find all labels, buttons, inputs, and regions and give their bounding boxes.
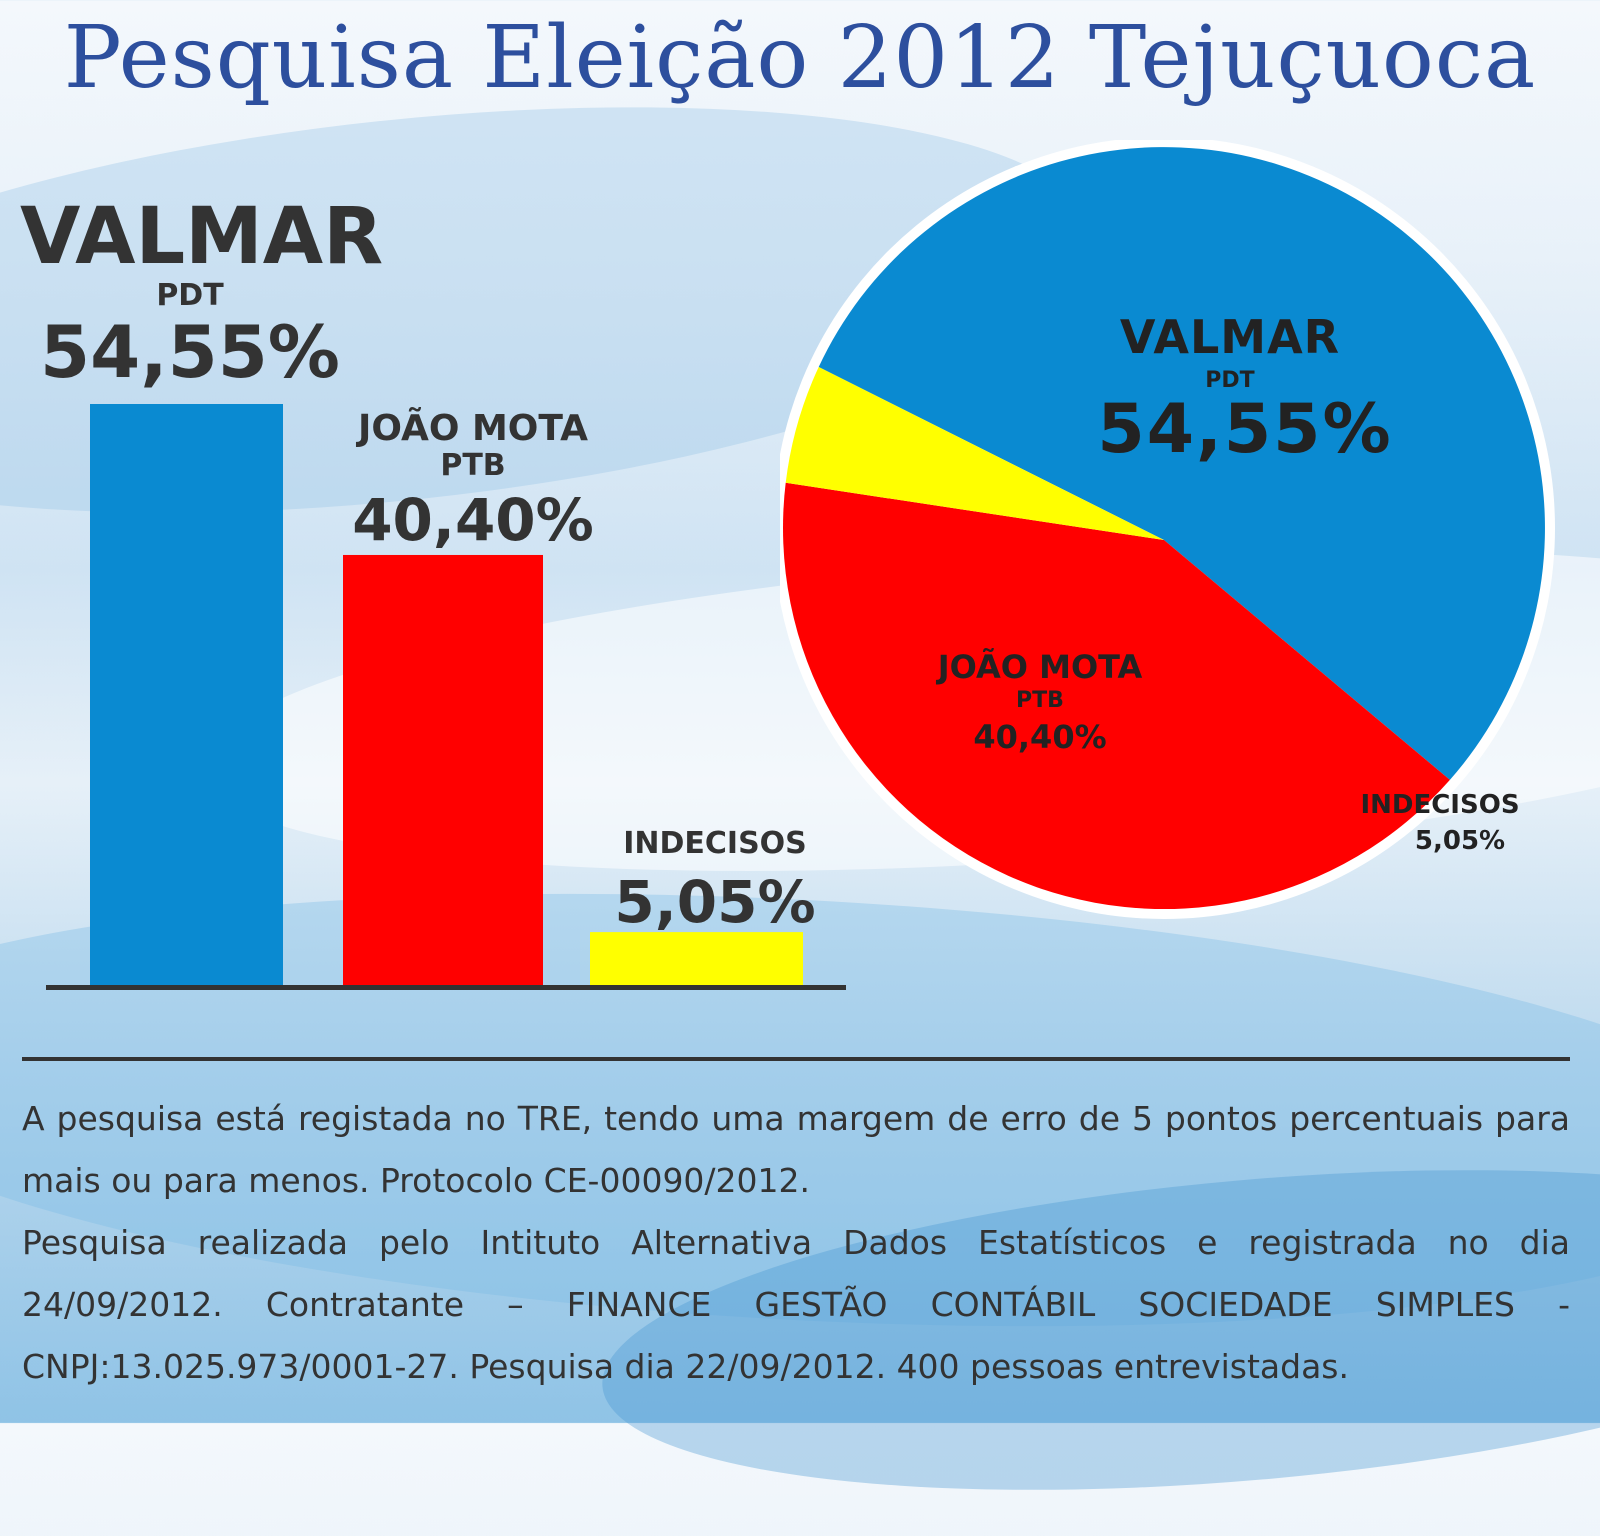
bar-name-label: INDECISOS (623, 826, 807, 861)
bar-value-label: 40,40% (352, 486, 594, 554)
pie-chart: VALMAR PDT 54,55% JOÃO MOTA PTB 40,40% I… (780, 140, 1600, 940)
footer-text: A pesquisa está registada no TRE, tendo … (22, 1088, 1570, 1398)
pie-party-label: PDT (1205, 368, 1255, 393)
bar-indecisos (590, 932, 803, 986)
footer-registration-note: A pesquisa está registada no TRE, tendo … (22, 1099, 1570, 1200)
pie-name-label: JOÃO MOTA (937, 648, 1143, 686)
footer-divider (22, 1057, 1570, 1061)
bar-jo-o-mota (343, 554, 543, 986)
bar-value-label: 54,55% (40, 310, 340, 394)
pie-name-label: VALMAR (1119, 310, 1341, 364)
bar-value-label: 5,05% (614, 868, 816, 936)
bar-valmar (90, 404, 283, 986)
bar-party-label: PDT (156, 278, 224, 313)
bar-baseline (46, 985, 846, 990)
bar-name-label: VALMAR (20, 192, 384, 282)
bar-party-label: PTB (440, 448, 506, 483)
pie-chart-svg (780, 140, 1555, 919)
pie-value-label: 5,05% (1414, 826, 1506, 856)
pie-slice-jo-o-mota (783, 482, 1450, 910)
pie-value-label: 40,40% (973, 718, 1107, 756)
pie-name-label: INDECISOS (1360, 790, 1520, 820)
bar-chart-svg (46, 404, 846, 990)
bar-chart: VALMAR PDT 54,55% JOÃO MOTA PTB 40,40% I… (0, 0, 860, 1030)
footer-survey-details: Pesquisa realizada pelo Intituto Alterna… (22, 1223, 1570, 1386)
pie-party-label: PTB (1016, 688, 1064, 713)
pie-value-label: 54,55% (1097, 390, 1393, 469)
pie-slice-valmar (818, 147, 1545, 780)
page-title: Pesquisa Eleição 2012 Tejuçuoca (63, 8, 1537, 108)
bar-name-label: JOÃO MOTA (357, 408, 589, 449)
pie-slice-indecisos (785, 367, 1164, 540)
